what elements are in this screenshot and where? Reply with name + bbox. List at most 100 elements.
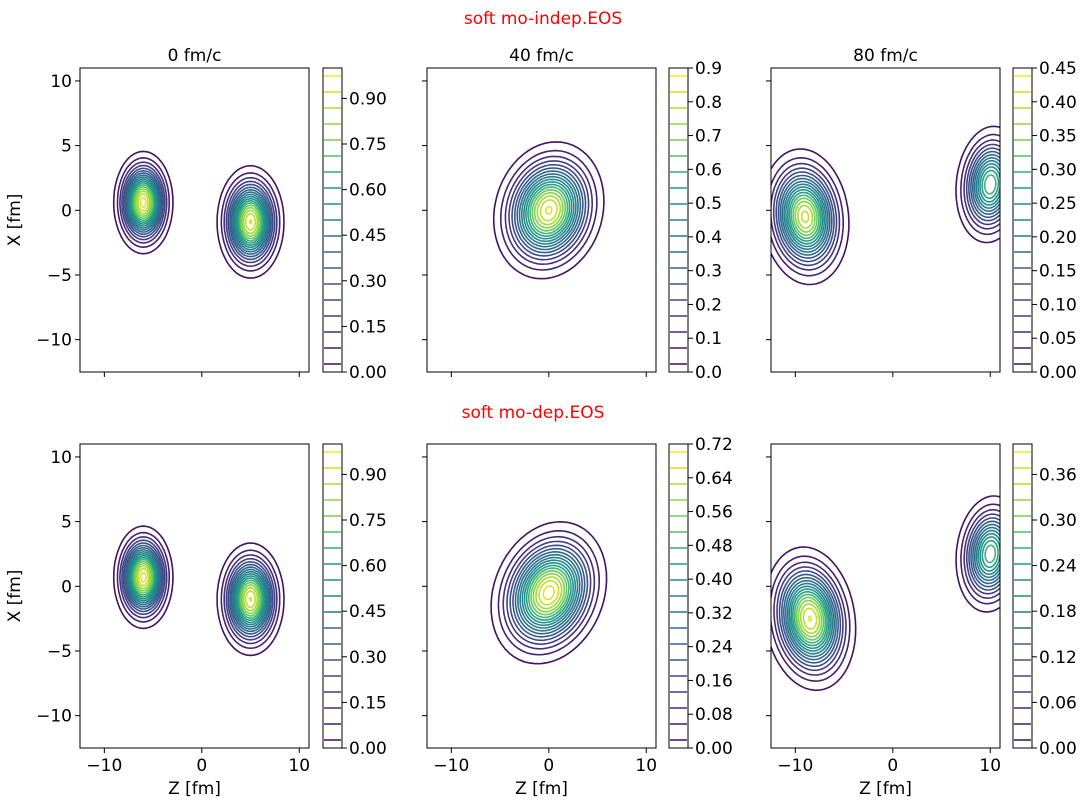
contour-level-b1-l1 bbox=[960, 133, 1000, 236]
colorbar-tick-label: 0.12 bbox=[1039, 648, 1077, 668]
contour-lines bbox=[112, 525, 285, 657]
contour-level-b0-l0 bbox=[112, 525, 174, 630]
contour-level-b1-l9 bbox=[977, 163, 1000, 206]
colorbar-tick-label: 0.40 bbox=[695, 570, 733, 590]
colorbar-tick-label: 0.40 bbox=[1039, 93, 1077, 113]
contour-level-b1-l2 bbox=[963, 509, 1000, 599]
contour-level-b1-l15 bbox=[242, 209, 259, 235]
contour-level-b1-l11 bbox=[981, 539, 999, 568]
colorbar: 0.00 0.05 0.10 0.15 0.20 0.25 0.30 0.35 0.40 0.45 bbox=[1012, 59, 1077, 383]
contour-level-b0-l10 bbox=[523, 561, 575, 624]
contour-level-b0-l13 bbox=[530, 570, 568, 616]
colorbar-tick-label: 0.00 bbox=[349, 363, 387, 383]
contour-level-b0-l12 bbox=[790, 194, 820, 239]
contour-level-b0-l8 bbox=[519, 556, 579, 629]
y-tick-label: −10 bbox=[36, 331, 72, 351]
colorbar-tick-label: 0.45 bbox=[349, 226, 387, 246]
contour-level-b0-l15 bbox=[797, 204, 814, 229]
contour-level-b1-l10 bbox=[235, 197, 266, 247]
contour-level-b0-l5 bbox=[512, 547, 586, 638]
contour-lines bbox=[771, 495, 1000, 692]
contour-level-b0-l3 bbox=[776, 566, 844, 672]
colorbar-tick-label: 0.20 bbox=[1039, 228, 1077, 248]
colorbar-tick-label: 0.90 bbox=[349, 465, 387, 485]
contour-level-b1-l5 bbox=[970, 520, 1000, 588]
contour-level-b0-l14 bbox=[134, 188, 152, 217]
colorbar-frame bbox=[668, 443, 689, 749]
contour-level-b1-l10 bbox=[979, 166, 1000, 203]
colorbar-tick-label: 0.1 bbox=[695, 329, 722, 349]
contour-level-b1-l11 bbox=[981, 169, 1000, 200]
contour-level-b0-l15 bbox=[136, 565, 151, 590]
contour-level-b0-l6 bbox=[514, 550, 583, 635]
axes-frame bbox=[426, 67, 657, 373]
colorbar-tick-label: 0.36 bbox=[1039, 465, 1077, 485]
contour-level-b1-l11 bbox=[237, 577, 264, 622]
contour-level-b1-l9 bbox=[234, 572, 267, 626]
axes-frame bbox=[770, 67, 1001, 373]
x-tick-label: 10 bbox=[979, 756, 1001, 776]
contour-level-b0-l4 bbox=[122, 167, 165, 238]
contour-level-b0-l8 bbox=[520, 175, 577, 245]
contour-level-b0-l8 bbox=[786, 582, 834, 655]
colorbar-tick-label: 0.08 bbox=[695, 705, 733, 725]
contour-level-b0-l7 bbox=[518, 173, 579, 248]
colorbar-tick-label: 0.24 bbox=[695, 638, 733, 658]
contour-level-b1-l2 bbox=[223, 554, 278, 645]
colorbar-tick-label: 0.35 bbox=[1039, 127, 1077, 147]
panel-r1-c2: −10 0 10 Z [fm] 0.00 0.06 0.12 0.18 0.24 0.30 0.36 bbox=[766, 443, 1077, 799]
contour-level-b0-l8 bbox=[127, 176, 159, 229]
contour-level-b0-l6 bbox=[516, 170, 582, 251]
colorbar: 0.0 0.1 0.2 0.3 0.4 0.5 0.6 0.7 0.8 0.9 bbox=[668, 59, 722, 383]
contour-level-b1-l6 bbox=[230, 188, 271, 255]
contour-level-b0-l10 bbox=[130, 554, 157, 600]
x-tick-label: 0 bbox=[543, 756, 554, 776]
contour-level-b0-l16 bbox=[538, 580, 560, 606]
contour-level-b0-l6 bbox=[779, 177, 831, 256]
contour-level-b0-l6 bbox=[782, 576, 837, 661]
y-tick-label: 5 bbox=[61, 137, 72, 157]
contour-level-b0-l3 bbox=[772, 167, 838, 267]
contour-level-b0-l1 bbox=[771, 156, 844, 277]
contour-level-b1-l3 bbox=[225, 557, 276, 641]
contour-level-b0-l5 bbox=[124, 169, 163, 236]
colorbar-tick-label: 0.18 bbox=[1039, 602, 1077, 622]
contour-level-b1-l1 bbox=[960, 503, 1000, 605]
colorbar-tick-label: 0.30 bbox=[1039, 160, 1077, 180]
contour-level-b0-l13 bbox=[531, 188, 567, 232]
contour-level-b1-l4 bbox=[968, 147, 1000, 222]
contour-level-b0-l12 bbox=[132, 183, 155, 222]
contour-level-b1-l7 bbox=[231, 191, 270, 253]
y-axis-label: X [fm] bbox=[5, 570, 25, 623]
contour-level-b0-l11 bbox=[525, 564, 572, 621]
panel-title: 40 fm/c bbox=[509, 46, 574, 66]
contour-level-b1-l7 bbox=[973, 157, 1000, 212]
x-tick-label: −10 bbox=[433, 756, 469, 776]
contour-level-b0-l16 bbox=[539, 199, 558, 222]
contour-level-b1-l4 bbox=[968, 517, 1000, 591]
colorbar-tick-label: 0.72 bbox=[695, 435, 733, 455]
y-tick-label: 0 bbox=[61, 577, 72, 597]
contour-level-b1-l1 bbox=[220, 172, 281, 272]
contour-level-b1-l12 bbox=[238, 579, 263, 620]
contour-level-b1-l6 bbox=[972, 523, 1000, 585]
contour-level-b0-l7 bbox=[784, 579, 836, 658]
colorbar-tick-label: 0.60 bbox=[349, 557, 387, 577]
contour-level-b0-l5 bbox=[780, 573, 840, 664]
colorbar-tick-label: 0.10 bbox=[1039, 295, 1077, 315]
contour-level-b0-l16 bbox=[800, 210, 810, 223]
colorbar-tick-label: 0.6 bbox=[695, 160, 722, 180]
y-tick-label: 0 bbox=[61, 201, 72, 221]
y-tick-label: 10 bbox=[50, 448, 72, 468]
axes-frame bbox=[79, 443, 310, 749]
panel-title: 0 fm/c bbox=[168, 46, 222, 66]
colorbar-tick-label: 0.9 bbox=[695, 59, 722, 79]
colorbar-tick-label: 0.25 bbox=[1039, 194, 1077, 214]
contour-level-b1-l10 bbox=[979, 536, 1000, 572]
colorbar-tick-label: 0.7 bbox=[695, 127, 722, 147]
contour-level-b1-l5 bbox=[970, 150, 1000, 219]
contour-level-b0-l2 bbox=[119, 536, 168, 619]
contour-level-b0-l7 bbox=[517, 553, 581, 632]
colorbar-tick-label: 0.15 bbox=[349, 317, 387, 337]
